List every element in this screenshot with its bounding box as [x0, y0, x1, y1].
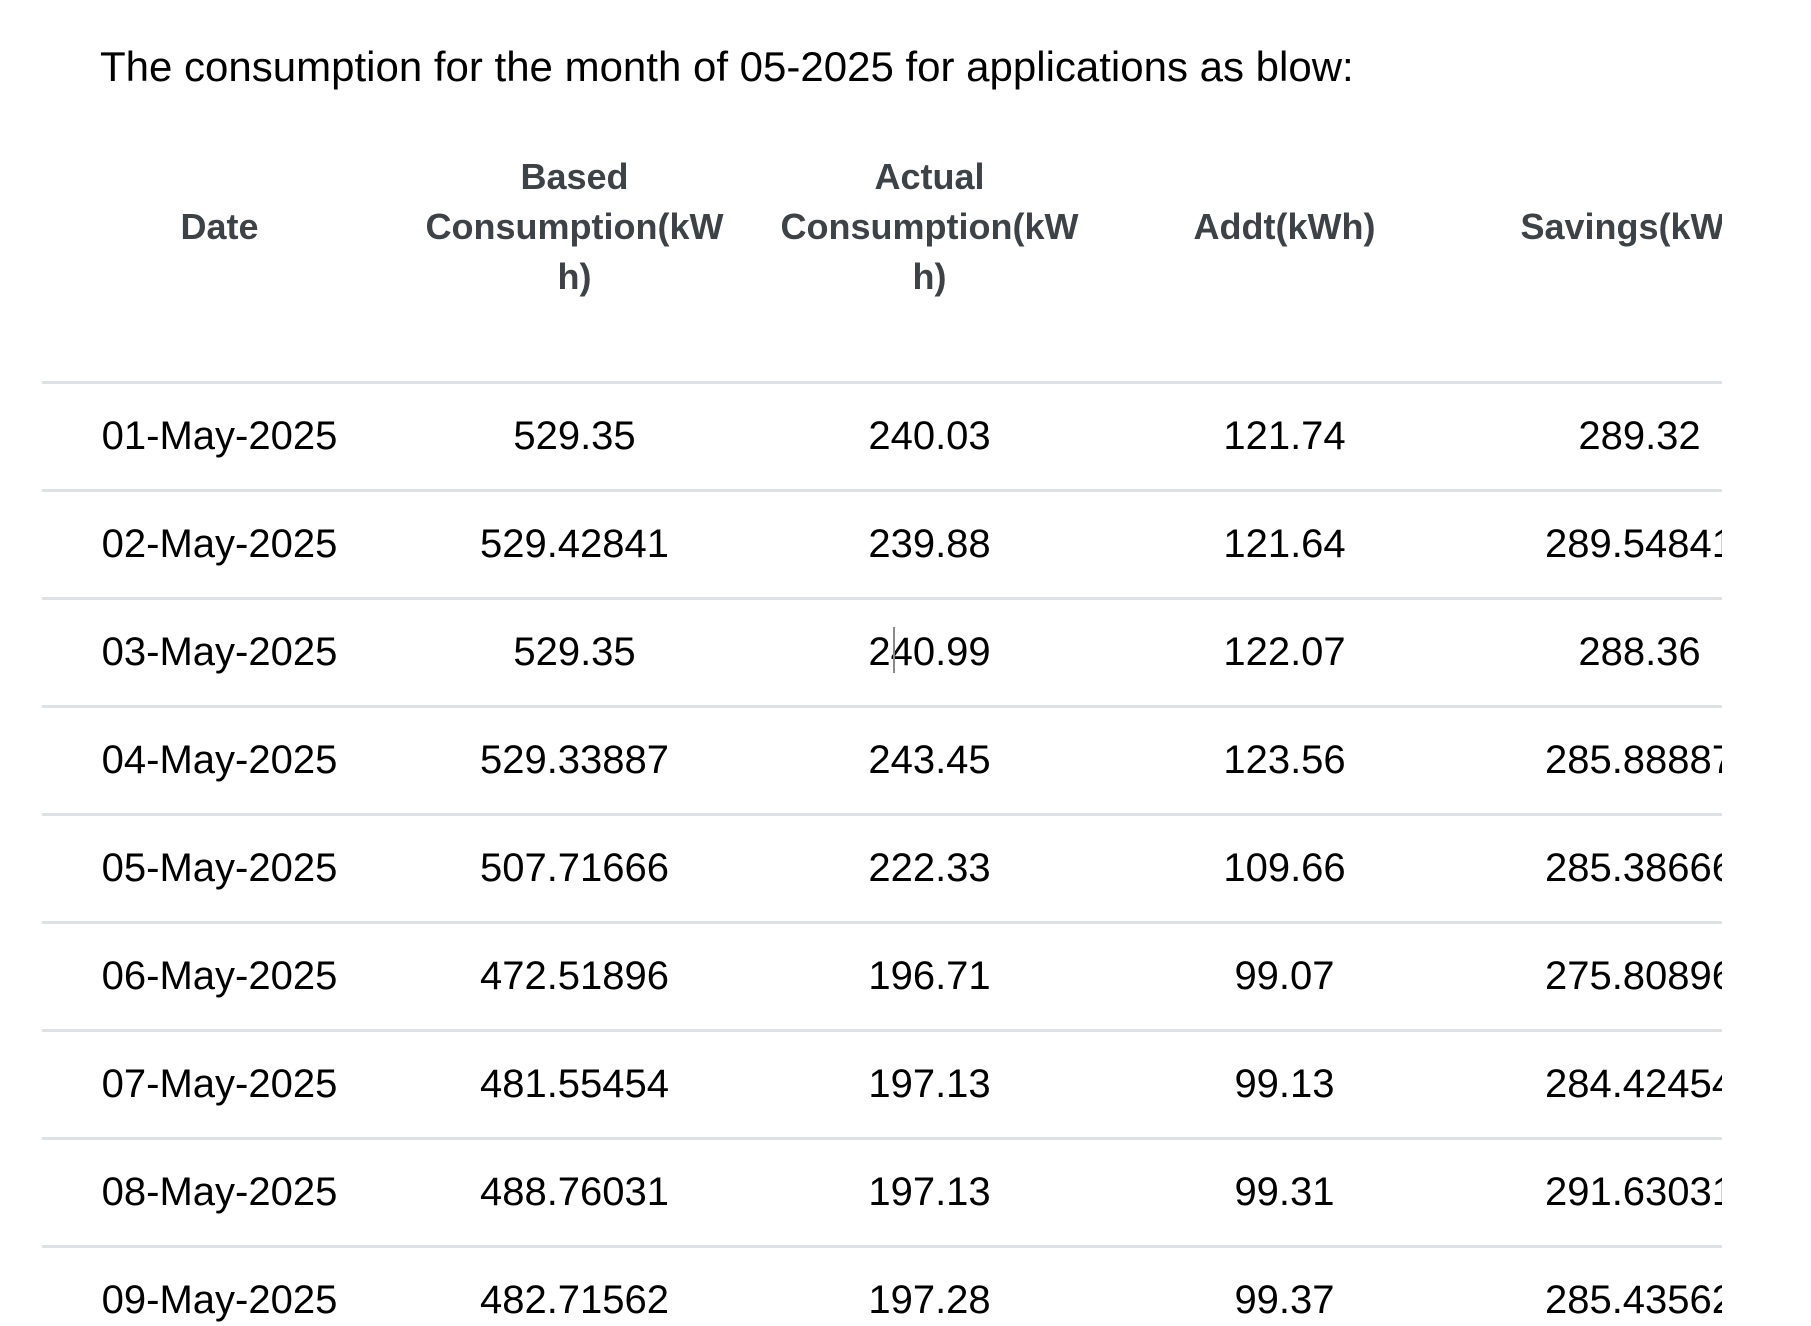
cell-savings: 289.32 [1462, 382, 1722, 492]
cell-addt: 122.07 [1107, 598, 1462, 708]
cell-based: 529.33887 [397, 706, 752, 816]
cell-savings: 285.38666 [1462, 814, 1722, 924]
table-row: 02-May-2025 529.42841 239.88 121.64 289.5484… [42, 490, 1722, 600]
cell-date: 06-May-2025 [42, 922, 397, 1032]
cell-addt: 99.13 [1107, 1030, 1462, 1140]
cell-actual: 222.33 [752, 814, 1107, 924]
column-header-actual-consumption: Actual Consumption(kW h) [752, 150, 1107, 384]
table-body: 01-May-2025 529.35 240.03 121.74 289.32 02-Ma… [42, 382, 1722, 1326]
cell-date: 02-May-2025 [42, 490, 397, 600]
cell-actual: 243.45 [752, 706, 1107, 816]
cell-actual: 239.88 [752, 490, 1107, 600]
column-header-based-consumption: Based Consumption(kW h) [397, 150, 752, 384]
cell-actual: 197.28 [752, 1246, 1107, 1326]
cell-date: 03-May-2025 [42, 598, 397, 708]
cell-date: 05-May-2025 [42, 814, 397, 924]
cell-based: 529.35 [397, 598, 752, 708]
cell-savings: 285.43562 [1462, 1246, 1722, 1326]
cell-actual[interactable]: 240.99 [752, 598, 1107, 708]
cell-date: 04-May-2025 [42, 706, 397, 816]
column-header-date: Date [42, 150, 397, 384]
header-line: Addt(kWh) [1193, 206, 1376, 247]
table-row: 03-May-2025 529.35 240.99 122.07 288.36 [42, 598, 1722, 708]
cell-savings: 291.63031 [1462, 1138, 1722, 1248]
header-line: Consumption(kW [425, 206, 724, 247]
cell-savings: 275.80896 [1462, 922, 1722, 1032]
cell-actual: 197.13 [752, 1030, 1107, 1140]
cell-date: 08-May-2025 [42, 1138, 397, 1248]
header-line: Based [520, 156, 629, 197]
table-row: 07-May-2025 481.55454 197.13 99.13 284.42454 [42, 1030, 1722, 1140]
header-line: Savings(kWh) [1520, 206, 1722, 247]
cell-savings: 285.88887 [1462, 706, 1722, 816]
cell-actual: 240.03 [752, 382, 1107, 492]
table-row: 01-May-2025 529.35 240.03 121.74 289.32 [42, 382, 1722, 492]
consumption-table: Date Based Consumption(kW h) Actual Cons… [42, 150, 1722, 1326]
table-row: 08-May-2025 488.76031 197.13 99.31 291.63031 [42, 1138, 1722, 1248]
cell-date: 01-May-2025 [42, 382, 397, 492]
cell-date: 07-May-2025 [42, 1030, 397, 1140]
cell-based: 481.55454 [397, 1030, 752, 1140]
column-header-addt: Addt(kWh) [1107, 150, 1462, 384]
header-line: Actual [874, 156, 985, 197]
header-row: Date Based Consumption(kW h) Actual Cons… [42, 150, 1722, 384]
cell-based: 529.35 [397, 382, 752, 492]
cell-actual: 196.71 [752, 922, 1107, 1032]
cell-addt: 121.64 [1107, 490, 1462, 600]
column-header-savings: Savings(kWh) [1462, 150, 1722, 384]
header-line: Date [180, 206, 259, 247]
cell-addt: 121.74 [1107, 382, 1462, 492]
cell-savings: 284.42454 [1462, 1030, 1722, 1140]
table-row: 09-May-2025 482.71562 197.28 99.37 285.43562 [42, 1246, 1722, 1326]
cell-based: 529.42841 [397, 490, 752, 600]
table-header: Date Based Consumption(kW h) Actual Cons… [42, 150, 1722, 384]
cell-addt: 99.07 [1107, 922, 1462, 1032]
header-line: h) [912, 256, 947, 297]
table-row: 06-May-2025 472.51896 196.71 99.07 275.80896 [42, 922, 1722, 1032]
table-row: 04-May-2025 529.33887 243.45 123.56 285.8888… [42, 706, 1722, 816]
cell-addt: 109.66 [1107, 814, 1462, 924]
cell-savings: 288.36 [1462, 598, 1722, 708]
cell-actual: 197.13 [752, 1138, 1107, 1248]
cell-savings: 289.54841 [1462, 490, 1722, 600]
cell-based: 472.51896 [397, 922, 752, 1032]
cell-based: 488.76031 [397, 1138, 752, 1248]
table-container: Date Based Consumption(kW h) Actual Cons… [42, 150, 1722, 1326]
table-row: 05-May-2025 507.71666 222.33 109.66 285.3866… [42, 814, 1722, 924]
cell-based: 507.71666 [397, 814, 752, 924]
cell-addt: 99.37 [1107, 1246, 1462, 1326]
cell-addt: 99.31 [1107, 1138, 1462, 1248]
header-line: h) [557, 256, 592, 297]
cell-addt: 123.56 [1107, 706, 1462, 816]
cell-based: 482.71562 [397, 1246, 752, 1326]
cell-date: 09-May-2025 [42, 1246, 397, 1326]
page-title: The consumption for the month of 05-2025… [100, 43, 1354, 90]
header-line: Consumption(kW [780, 206, 1079, 247]
